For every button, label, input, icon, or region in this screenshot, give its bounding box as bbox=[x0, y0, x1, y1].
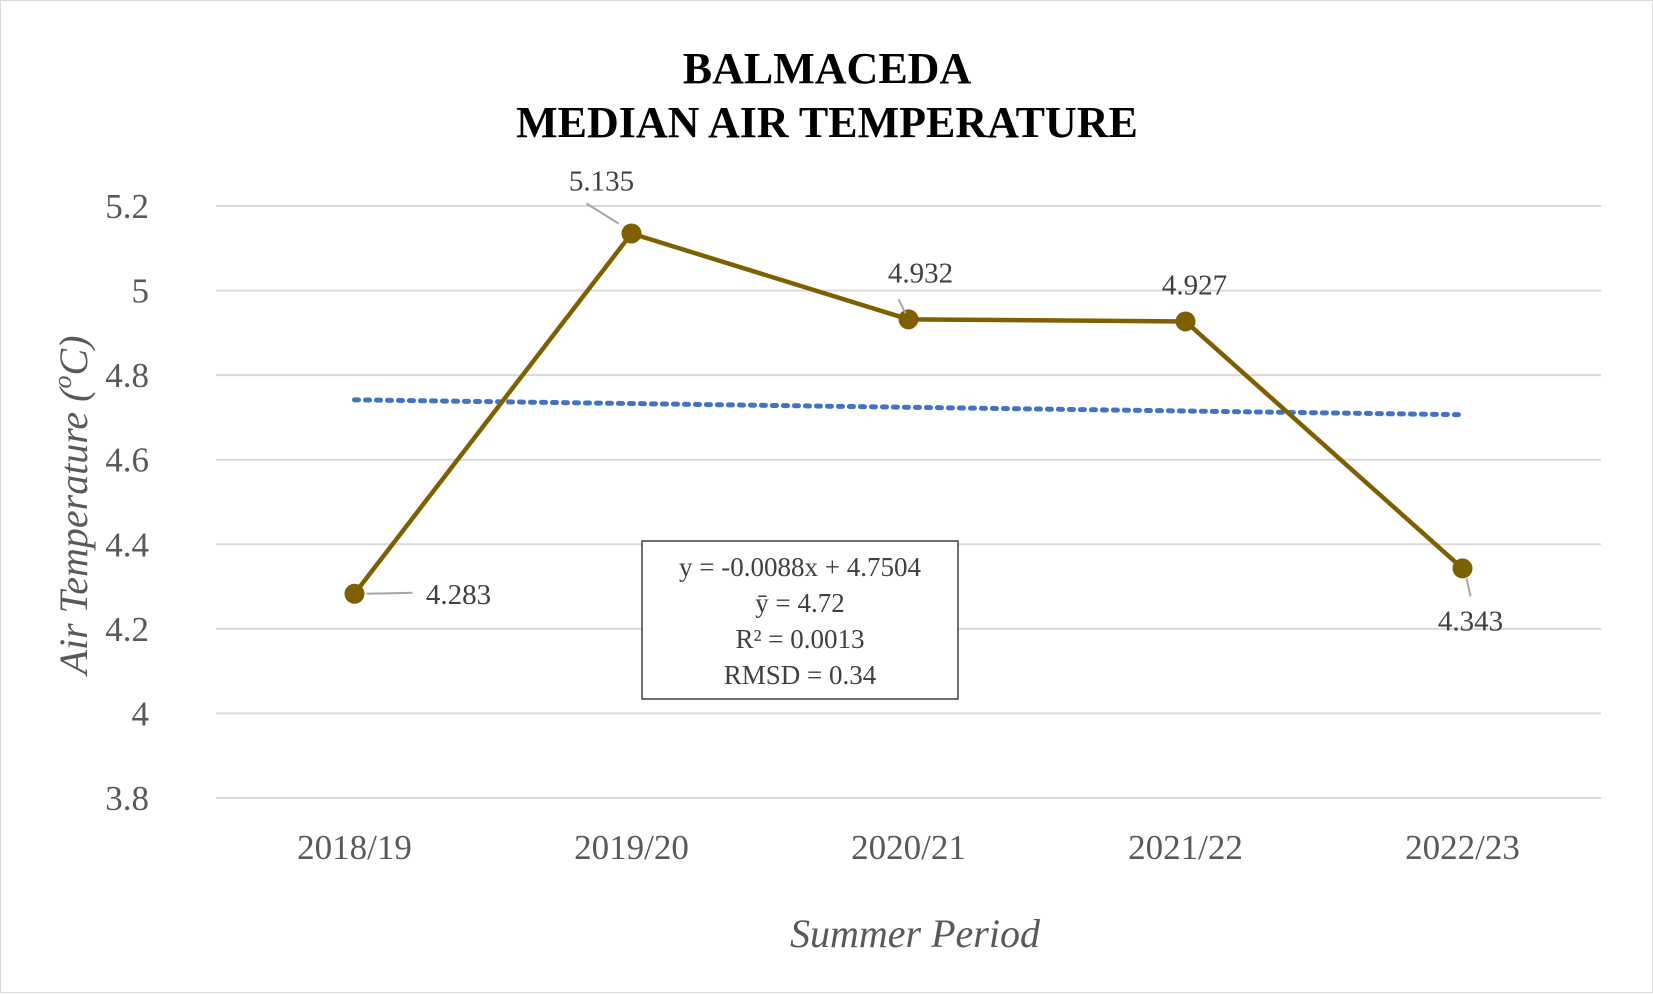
chart-title: BALMACEDA bbox=[683, 44, 972, 93]
data-point bbox=[1175, 311, 1196, 332]
data-label: 5.135 bbox=[569, 165, 634, 197]
x-tick-label: 2022/23 bbox=[1405, 828, 1520, 867]
trendline bbox=[352, 397, 1465, 418]
x-tick-label: 2018/19 bbox=[297, 828, 412, 867]
stats-rmsd: RMSD = 0.34 bbox=[724, 660, 877, 690]
data-label-layer: 4.283 5.135 4.932 4.927 4.343 bbox=[366, 165, 1503, 637]
data-point bbox=[344, 583, 365, 604]
data-label: 4.927 bbox=[1162, 269, 1227, 301]
data-point bbox=[1452, 558, 1473, 579]
y-tick-label: 4.4 bbox=[105, 525, 149, 564]
stats-equation: y = -0.0088x + 4.7504 bbox=[679, 552, 921, 582]
y-tick-label: 4.8 bbox=[105, 356, 149, 395]
x-axis-ticks: 2018/19 2019/20 2020/21 2021/22 2022/23 bbox=[297, 828, 1520, 867]
x-tick-label: 2020/21 bbox=[851, 828, 966, 867]
stats-mean: ȳ = 4.72 bbox=[755, 588, 844, 618]
x-tick-label: 2021/22 bbox=[1128, 828, 1243, 867]
y-tick-label: 5.2 bbox=[105, 187, 149, 226]
y-tick-label: 4 bbox=[132, 694, 150, 733]
leader-line bbox=[1465, 578, 1472, 597]
y-axis-title-end: C) bbox=[51, 336, 96, 376]
x-axis-title: Summer Period bbox=[790, 911, 1041, 956]
x-tick-label: 2019/20 bbox=[574, 828, 689, 867]
leader-line bbox=[585, 202, 620, 225]
data-label: 4.343 bbox=[1438, 605, 1503, 637]
y-axis-title: Air Temperature (oC) bbox=[48, 336, 96, 678]
y-axis-ticks: 3.8 4 4.2 4.4 4.6 4.8 5 5.2 bbox=[105, 187, 149, 818]
stats-box: y = -0.0088x + 4.7504 ȳ = 4.72 R² = 0.00… bbox=[641, 540, 959, 700]
y-tick-label: 4.6 bbox=[105, 441, 149, 480]
y-axis-title-main: Air Temperature ( bbox=[51, 386, 96, 678]
data-point bbox=[621, 223, 642, 244]
series-layer bbox=[344, 223, 1473, 604]
trendline-layer bbox=[352, 397, 1465, 418]
chart-subtitle: MEDIAN AIR TEMPERATURE bbox=[516, 98, 1138, 147]
y-tick-label: 3.8 bbox=[105, 779, 149, 818]
y-axis-title-sup: o bbox=[48, 376, 77, 389]
stats-box-frame bbox=[641, 540, 959, 700]
stats-r-squared: R² = 0.0013 bbox=[735, 624, 864, 654]
leader-line bbox=[897, 298, 907, 314]
y-tick-label: 5 bbox=[132, 272, 150, 311]
leader-line bbox=[366, 591, 413, 595]
y-tick-label: 4.2 bbox=[105, 610, 149, 649]
data-label: 4.932 bbox=[888, 257, 953, 289]
data-point bbox=[898, 309, 919, 330]
data-label: 4.283 bbox=[426, 579, 491, 611]
